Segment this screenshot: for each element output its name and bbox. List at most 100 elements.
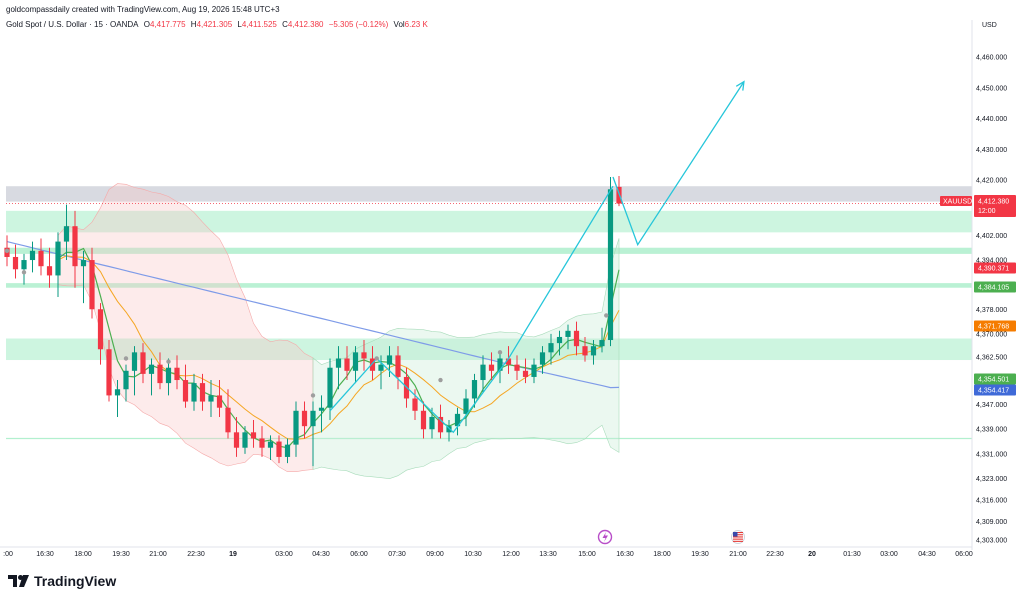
candle-body [80,260,87,267]
earnings-event-icon [597,529,613,545]
pivot-dot [310,393,316,398]
candle-body [182,380,189,402]
candle-body [46,266,53,276]
candle [89,247,95,319]
candle-body [318,407,325,411]
price-tick-label: 4,331.000 [976,451,1007,458]
candle-body [208,395,214,402]
time-tick-label: 04:30 [312,551,330,558]
zone-supply-1 [6,210,972,233]
price-tick-label: 4,323.000 [976,476,1007,483]
candle [420,401,427,439]
price-tick-label: 4,303.000 [976,538,1007,545]
candle-body [514,364,520,371]
price-tag-symbol-bg [940,196,972,206]
candle-body [131,352,138,371]
candle-body [488,364,495,371]
swing-path-line [329,185,614,434]
candle [216,380,223,417]
time-tick-label: 20 [808,551,816,558]
candle-body [463,398,469,414]
candle [80,250,87,304]
flag-stripe [733,532,743,534]
chart-attribution: goldcompassdaily created with TradingVie… [6,5,280,14]
candle-body [573,330,580,347]
price-tag: 4,354.417 [974,384,1016,396]
candle-body [378,364,384,371]
candle [582,336,588,362]
candle [573,321,580,356]
flag-stripe [733,540,743,542]
candle-body [12,256,19,270]
currency-label[interactable]: USD [982,22,997,29]
tradingview-logo[interactable]: TradingView [8,573,116,589]
candle-body [480,364,486,381]
flag-stripe [733,534,743,536]
candle [174,355,180,390]
candle [318,395,325,433]
candle [471,373,478,408]
candle-body [284,444,291,457]
price-tick-label: 4,347.000 [976,402,1007,409]
price-tag-bg [974,281,1016,293]
candle [556,330,563,356]
candle-body [267,441,274,448]
candle-body [301,410,308,427]
candle [267,435,274,461]
price-tag-value: 4,354.417 [978,388,1009,395]
candle-body [310,410,316,427]
price-tick-label: 4,440.000 [976,116,1007,123]
time-tick-label: 10:30 [464,551,482,558]
low-label: L [237,20,242,29]
lightning-icon [602,532,608,542]
candle-body [89,260,95,310]
candle [182,364,189,408]
candle [522,358,529,384]
close-label: C [282,20,288,29]
candle [335,346,342,390]
candle [72,210,78,288]
candle [437,404,444,439]
zone-level-3 [6,283,972,288]
pivot-dot [123,356,129,361]
candle-body [199,383,206,402]
candle [497,352,503,384]
price-tick-label: 4,460.000 [976,55,1007,62]
pivot-dot [374,356,379,361]
candle [607,176,614,347]
candle-body [548,343,554,353]
projection-arrow-head [735,80,745,91]
price-tag-countdown: 12:00 [978,208,996,215]
candle [531,358,537,384]
candle-body [327,367,333,408]
candle [106,340,112,402]
price-tick-label: 4,402.000 [976,233,1007,240]
symbol-title[interactable]: Gold Spot / U.S. Dollar · 15 · OANDA [6,20,139,29]
price-tick-label: 4,420.000 [976,178,1007,185]
low-value: 4,411.525 [241,20,277,29]
candle-body [233,432,240,448]
candle-body [386,355,393,365]
candle [480,355,486,393]
candle [114,380,121,417]
time-tick-label: 21:00 [149,551,167,558]
time-tick-label: 18:00 [653,551,671,558]
candle-body [497,358,503,371]
candle-body [225,407,231,433]
candle-body [157,364,163,384]
time-tick-label: 19 [229,551,237,558]
candle-body [97,309,104,350]
zone-resistance-0 [6,186,972,202]
time-tick-label: 21:00 [729,551,747,558]
candle-body [590,346,597,356]
high-value: 4,421.305 [196,20,233,29]
price-tag-bg [974,384,1016,396]
candle [165,358,172,396]
time-tick-label: 03:00 [880,551,898,558]
close-value: 4,412.380 [287,20,324,29]
price-tag-bg [974,262,1016,274]
candle-body [599,340,605,347]
price-tag: XAUUSD 4,412.380 12:00 [940,195,1016,217]
candle-body [582,346,588,356]
